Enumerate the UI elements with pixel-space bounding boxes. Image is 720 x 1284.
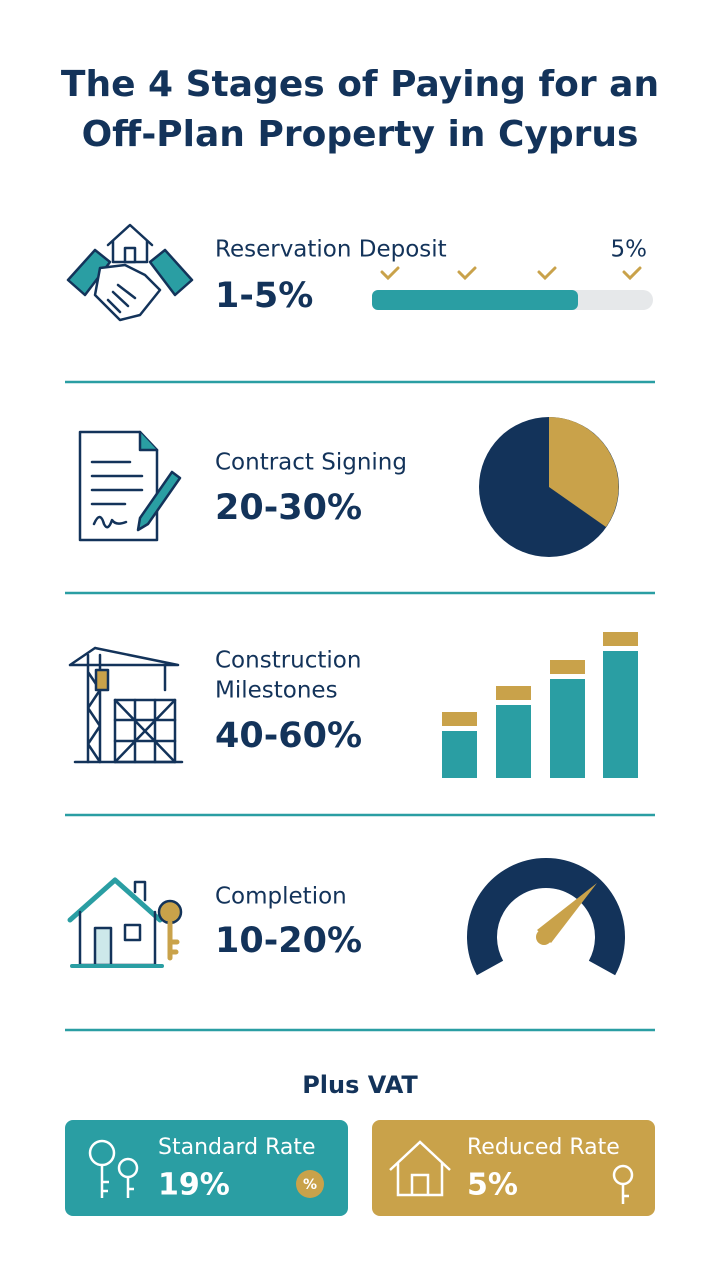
stage-label: Completion bbox=[215, 884, 347, 910]
stage-label: Contract Signing bbox=[215, 450, 407, 476]
vat-value: 5% bbox=[467, 1168, 518, 1203]
stage-range: 20-30% bbox=[215, 488, 362, 528]
title-line: Off-Plan Property in Cyprus bbox=[82, 114, 639, 155]
stage-range: 40-60% bbox=[215, 716, 362, 756]
vat-title: Plus VAT bbox=[302, 1071, 418, 1099]
progress-bar bbox=[372, 266, 653, 310]
house-icon bbox=[389, 1140, 634, 1204]
percent-badge: % bbox=[296, 1170, 324, 1198]
vat-card bbox=[65, 1120, 348, 1216]
vat-label: Standard Rate bbox=[158, 1135, 316, 1160]
title-line: The 4 Stages of Paying for an bbox=[61, 64, 659, 105]
stage-label: Construction bbox=[215, 648, 361, 674]
crane-icon bbox=[68, 646, 184, 764]
pie-graphic bbox=[479, 417, 619, 557]
dividers bbox=[65, 380, 655, 1032]
gauge-graphic bbox=[467, 858, 625, 976]
bars-graphic bbox=[442, 632, 638, 778]
house-key-icon bbox=[67, 877, 183, 968]
stage-label: Milestones bbox=[215, 678, 338, 704]
handshake-icon bbox=[66, 223, 194, 322]
contract-icon bbox=[78, 430, 182, 542]
progress-label: 5% bbox=[611, 237, 648, 263]
svg-text:%: % bbox=[303, 1177, 317, 1193]
vat-value: 19% bbox=[158, 1168, 230, 1203]
vat-label: Reduced Rate bbox=[467, 1135, 620, 1160]
stage-range: 1-5% bbox=[215, 276, 313, 316]
keys-icon bbox=[88, 1139, 139, 1198]
stage-range: 10-20% bbox=[215, 921, 362, 961]
stage-label: Reservation Deposit bbox=[215, 237, 447, 263]
